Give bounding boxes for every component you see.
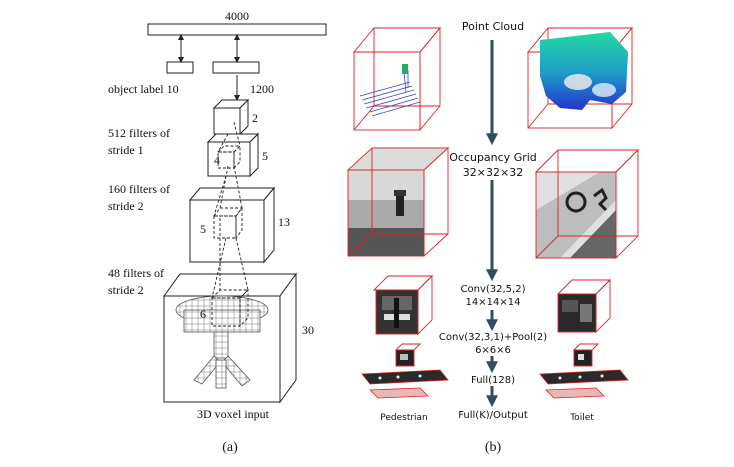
toilet-conv2-features xyxy=(572,343,600,367)
stage-grid-size: 32×32×32 xyxy=(463,166,523,179)
stage-conv1: Conv(32,5,2) xyxy=(461,284,526,295)
conv3-stride-text: stride 2 xyxy=(108,283,144,297)
toilet-full-layer xyxy=(539,369,629,399)
pedestrian-conv1-features xyxy=(372,274,434,336)
voxel-chair xyxy=(175,295,269,389)
hidden-fc-layer xyxy=(212,61,260,74)
conv2-stride-text: stride 2 xyxy=(108,199,144,213)
feature-cube-13 xyxy=(188,165,276,264)
kernel-size-6: 6 xyxy=(200,307,206,321)
conv1-filters-text: 512 filters of xyxy=(108,126,170,140)
panel-b: Point Cloud Occupancy Grid 32×32×32 Conv… xyxy=(346,20,640,455)
stage-occupancy-grid: Occupancy Grid xyxy=(449,151,537,164)
feature-size-2: 2 xyxy=(252,111,258,125)
stage-output: Full(K)/Output xyxy=(458,410,528,421)
fc-layer-4000 xyxy=(147,23,327,36)
feature-cube-2 xyxy=(212,98,250,136)
feature-size-13: 13 xyxy=(278,215,290,229)
toilet-conv1-features xyxy=(556,278,612,334)
example-pedestrian-label: Pedestrian xyxy=(380,413,428,423)
toilet-occupancy-grid xyxy=(534,148,640,260)
kernel-size-5: 5 xyxy=(200,222,206,236)
stage-conv1-size: 14×14×14 xyxy=(466,297,521,308)
conv3-filters-text: 48 filters of xyxy=(108,266,164,280)
object-label-text: object label 10 xyxy=(108,82,179,96)
stage-point-cloud: Point Cloud xyxy=(462,20,524,33)
panel-a-caption: (a) xyxy=(222,440,238,455)
fc-layer-4000-label: 4000 xyxy=(225,9,249,23)
feature-cube-5 xyxy=(206,121,260,178)
feature-size-5: 5 xyxy=(262,149,268,163)
input-label: 3D voxel input xyxy=(197,407,270,421)
input-voxel-cube xyxy=(163,218,297,404)
stage-conv2-size: 6×6×6 xyxy=(475,345,511,356)
pedestrian-occupancy-grid xyxy=(346,146,450,258)
panel-b-caption: (b) xyxy=(485,440,502,455)
example-toilet-label: Toilet xyxy=(569,413,594,423)
pedestrian-full-layer xyxy=(361,369,449,399)
kernel-size-4: 4 xyxy=(214,153,220,167)
stage-conv2: Conv(32,3,1)+Pool(2) xyxy=(439,332,547,343)
toilet-point-cloud xyxy=(527,26,633,130)
pedestrian-conv2-features xyxy=(394,343,422,367)
input-size-30: 30 xyxy=(302,323,314,337)
hidden-fc-size: 1200 xyxy=(250,82,274,96)
stage-full: Full(128) xyxy=(471,375,515,386)
object-label-layer xyxy=(166,61,194,74)
panel-a: 4000 object label 10 1200 2 512 filters … xyxy=(108,9,327,455)
conv2-filters-text: 160 filters of xyxy=(108,182,170,196)
pedestrian-point-cloud xyxy=(353,26,441,132)
conv1-stride-text: stride 1 xyxy=(108,143,144,157)
